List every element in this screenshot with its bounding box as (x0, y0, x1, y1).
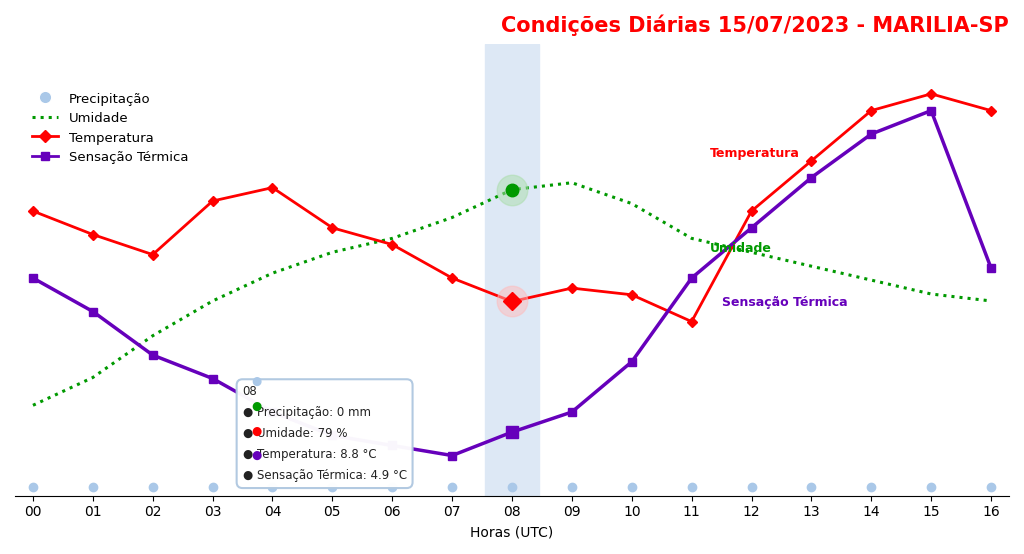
Text: ●: ● (252, 375, 262, 388)
Legend: Precipitação, Umidade, Temperatura, Sensação Térmica: Precipitação, Umidade, Temperatura, Sens… (27, 86, 194, 170)
Text: Sensação Térmica: Sensação Térmica (722, 296, 847, 309)
Text: ●: ● (252, 424, 262, 438)
Text: ●: ● (252, 399, 262, 413)
Text: 08
● Precipitação: 0 mm
● Umidade: 79 %
● Temperatura: 8.8 °C
● Sensação Térmica: 08 ● Precipitação: 0 mm ● Umidade: 79 % … (243, 385, 407, 482)
Bar (485, 44, 539, 496)
X-axis label: Horas (UTC): Horas (UTC) (470, 525, 554, 539)
Text: ●: ● (252, 449, 262, 462)
Text: Condições Diárias 15/07/2023 - MARILIA-SP: Condições Diárias 15/07/2023 - MARILIA-S… (502, 15, 1009, 37)
Text: Umidade: Umidade (710, 242, 771, 255)
Text: Temperatura: Temperatura (710, 147, 800, 160)
